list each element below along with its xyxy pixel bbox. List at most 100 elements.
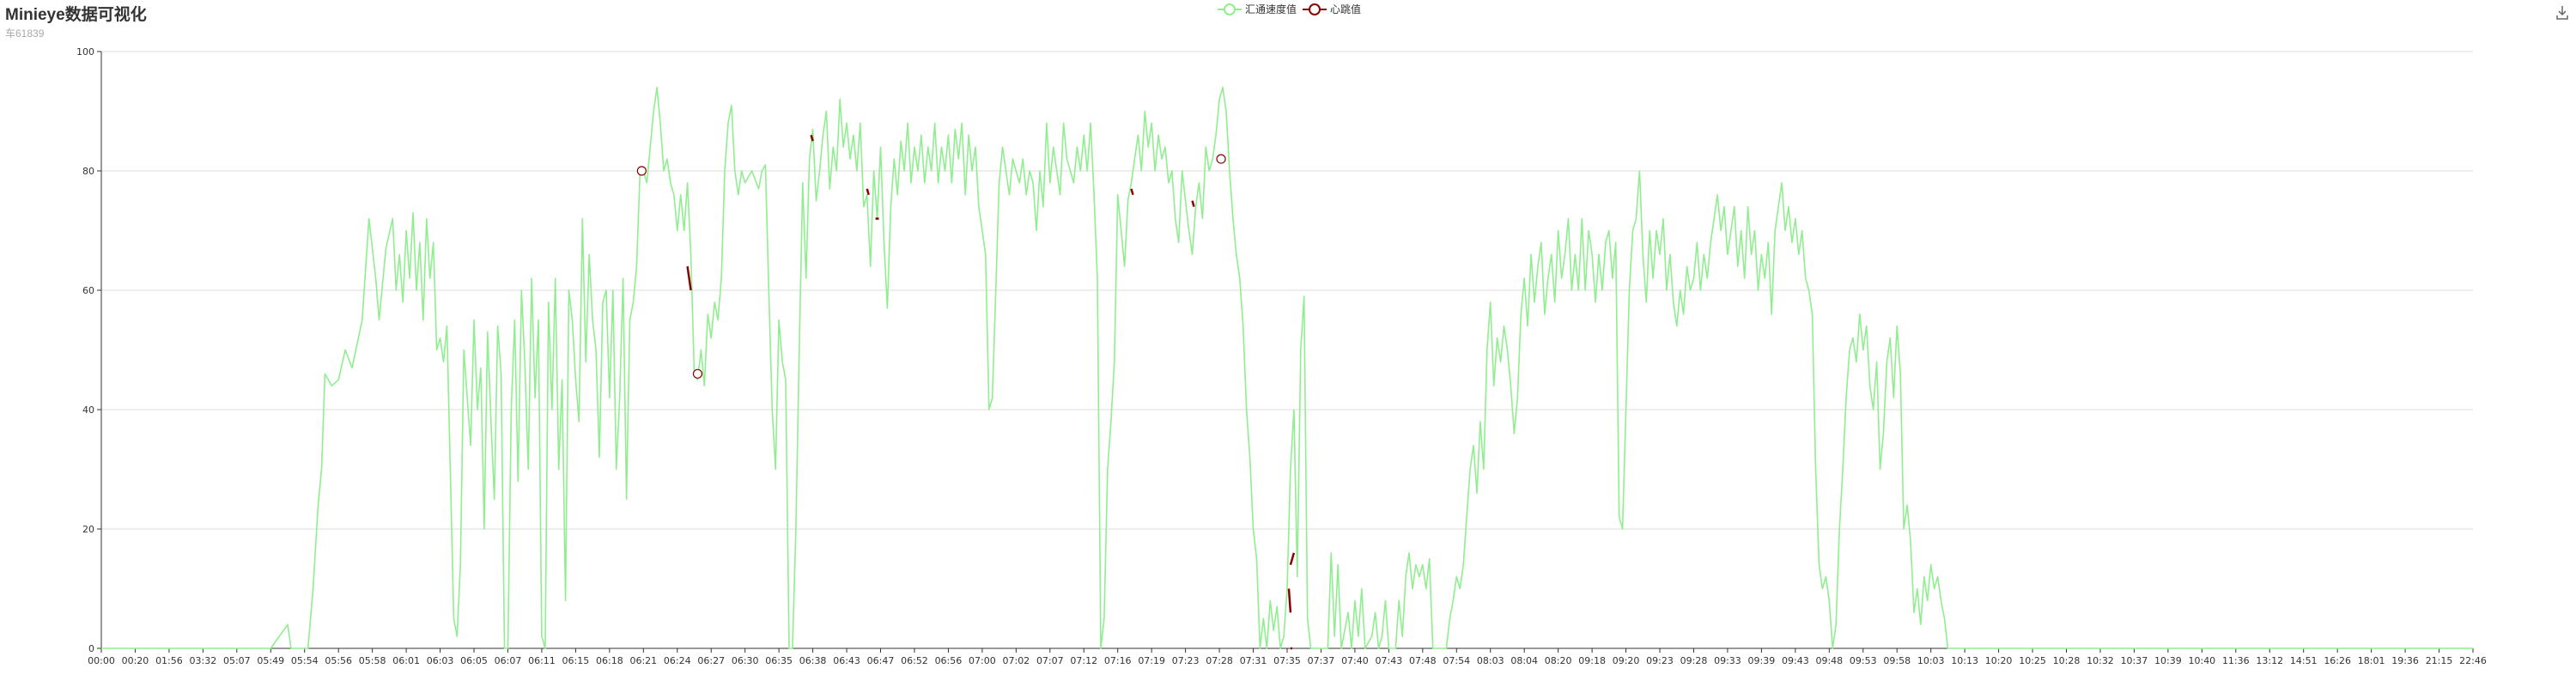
x-tick-label: 07:02 (1002, 655, 1030, 666)
x-tick-label: 05:07 (223, 655, 251, 666)
x-tick-label: 07:35 (1273, 655, 1301, 666)
x-tick-label: 09:39 (1748, 655, 1776, 666)
x-tick-label: 10:32 (2087, 655, 2114, 666)
heartbeat-segment (866, 188, 870, 196)
grid-lines (101, 51, 2473, 530)
heartbeat-segment (1130, 188, 1134, 196)
x-tick-label: 18:01 (2358, 655, 2385, 666)
x-tick-label: 10:28 (2053, 655, 2081, 666)
x-tick-label: 10:25 (2019, 655, 2046, 666)
x-tick-label: 10:39 (2154, 655, 2182, 666)
legend-item-speed[interactable]: 汇通速度值 (1218, 3, 1297, 15)
y-tick-label: 40 (82, 404, 94, 416)
series-line-speed (101, 86, 2473, 649)
x-tick-label: 06:27 (697, 655, 725, 666)
y-axis: 0 20 40 60 80 100 (76, 46, 102, 654)
download-icon[interactable] (2556, 6, 2568, 20)
x-tick-label: 09:28 (1680, 655, 1708, 666)
x-tick-label: 06:35 (765, 655, 793, 666)
legend-label-speed: 汇通速度值 (1245, 3, 1297, 15)
x-tick-label: 07:12 (1070, 655, 1097, 666)
legend: 汇通速度值 心跳值 (1218, 3, 1361, 15)
x-tick-label: 07:48 (1409, 655, 1437, 666)
x-tick-label: 09:23 (1646, 655, 1674, 666)
y-tick-label: 80 (82, 166, 94, 177)
x-tick-label: 06:01 (392, 655, 420, 666)
heartbeat-point (692, 368, 703, 379)
heartbeat-segment (686, 266, 692, 291)
x-tick-label: 06:56 (935, 655, 963, 666)
x-tick-label: 03:32 (190, 655, 217, 666)
chart-subtitle: 车61839 (5, 27, 45, 40)
x-tick-label: 22:46 (2459, 655, 2487, 666)
x-tick-label: 06:30 (732, 655, 759, 666)
x-tick-label: 07:37 (1308, 655, 1335, 666)
x-tick-label: 06:47 (867, 655, 895, 666)
x-tick-label: 07:19 (1138, 655, 1165, 666)
x-tick-label: 00:20 (122, 655, 149, 666)
heartbeat-segment (1191, 200, 1195, 208)
x-tick-label: 06:07 (495, 655, 522, 666)
y-tick-label: 0 (88, 643, 94, 654)
x-tick-label: 06:43 (833, 655, 860, 666)
x-tick-label: 11:36 (2222, 655, 2250, 666)
x-tick-label: 06:03 (427, 655, 454, 666)
x-tick-label: 09:20 (1613, 655, 1640, 666)
x-tick-label: 10:40 (2188, 655, 2215, 666)
x-tick-label: 07:43 (1376, 655, 1403, 666)
x-axis: 00:00 00:20 01:56 03:32 05:07 05:49 05:54 05:56… (88, 647, 2487, 666)
heartbeat-point (636, 166, 647, 176)
x-tick-label: 21:15 (2426, 655, 2453, 666)
x-tick-label: 16:26 (2324, 655, 2351, 666)
x-tick-label: 09:18 (1578, 655, 1606, 666)
x-tick-label: 07:23 (1172, 655, 1200, 666)
x-tick-label: 07:54 (1443, 655, 1470, 666)
x-tick-label: 00:00 (88, 655, 115, 666)
x-tick-label: 07:40 (1341, 655, 1369, 666)
x-tick-label: 13:12 (2256, 655, 2283, 666)
heartbeat-point (1216, 154, 1226, 164)
x-tick-label: 10:37 (2121, 655, 2148, 666)
x-tick-label: 07:00 (969, 655, 996, 666)
x-tick-label: 06:38 (799, 655, 827, 666)
x-tick-label: 09:53 (1850, 655, 1877, 666)
y-tick-label: 100 (76, 46, 94, 58)
x-tick-label: 05:49 (257, 655, 284, 666)
x-tick-label: 08:20 (1545, 655, 1572, 666)
x-tick-label: 06:18 (596, 655, 623, 666)
x-tick-label: 07:28 (1206, 655, 1233, 666)
x-tick-label: 06:15 (562, 655, 590, 666)
x-tick-label: 01:56 (155, 655, 183, 666)
y-tick-label: 60 (82, 285, 94, 296)
heartbeat-segment (1289, 552, 1296, 566)
x-tick-label: 07:31 (1240, 655, 1267, 666)
x-tick-label: 10:20 (1985, 655, 2013, 666)
x-tick-label: 09:48 (1815, 655, 1843, 666)
x-tick-label: 09:43 (1782, 655, 1809, 666)
x-tick-label: 05:54 (291, 655, 319, 666)
x-tick-label: 08:04 (1510, 655, 1538, 666)
x-tick-label: 10:13 (1951, 655, 1978, 666)
x-tick-label: 09:33 (1714, 655, 1741, 666)
x-tick-label: 06:05 (460, 655, 488, 666)
heartbeat-segment (810, 134, 814, 142)
x-tick-label: 07:07 (1036, 655, 1064, 666)
x-tick-label: 14:51 (2290, 655, 2318, 666)
x-tick-label: 06:24 (664, 655, 691, 666)
heartbeat-segment (1287, 588, 1292, 613)
x-tick-label: 06:11 (528, 655, 556, 666)
x-tick-label: 05:56 (325, 655, 352, 666)
legend-label-heartbeat: 心跳值 (1330, 3, 1361, 15)
chart-title: Minieye数据可视化 (5, 6, 147, 24)
y-tick-label: 20 (82, 524, 94, 535)
x-tick-label: 06:21 (629, 655, 657, 666)
x-tick-label: 10:03 (1917, 655, 1945, 666)
x-tick-label: 09:58 (1883, 655, 1911, 666)
x-tick-label: 07:16 (1104, 655, 1132, 666)
x-tick-label: 19:36 (2391, 655, 2419, 666)
x-tick-label: 05:58 (359, 655, 386, 666)
plot-area (101, 86, 2473, 650)
x-tick-label: 06:52 (901, 655, 928, 666)
legend-item-heartbeat[interactable]: 心跳值 (1303, 3, 1361, 15)
